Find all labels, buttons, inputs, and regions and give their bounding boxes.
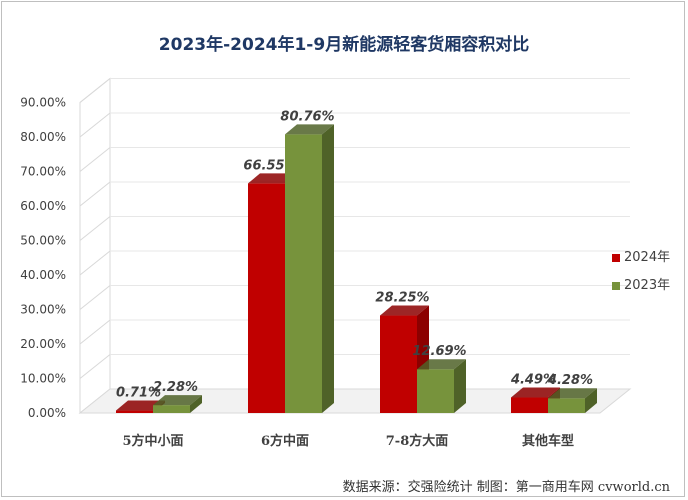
legend-label-2024: 2024年 [624,250,671,265]
data-label: 12.69% [412,344,466,359]
x-tick-label: 6方中面 [261,433,309,449]
legend-swatch-2023 [612,281,620,290]
gridline-diagonal [79,78,111,103]
bar-front [248,183,285,413]
data-label: 80.76% [280,109,334,124]
gridline-diagonal [79,147,111,172]
data-label: 4.49% [510,373,556,388]
bar-top [116,400,165,411]
bar-front [153,405,190,413]
legend-swatch-2024 [612,253,620,262]
data-label: 4.28% [547,373,593,388]
bar-side [454,359,466,413]
legend-label-2023: 2023年 [624,278,671,293]
y-tick-label: 40.00% [20,268,66,282]
y-tick-label: 0.00% [28,406,66,420]
bar-front [548,398,585,413]
side-wall [79,77,111,415]
gridline-diagonal [79,216,111,241]
x-tick-label: 7-8方大面 [386,433,449,449]
x-tick-label: 5方中小面 [122,433,183,449]
bar-top [248,173,297,184]
gridline-diagonal [79,354,111,379]
bar-front [511,397,548,413]
chart-title: 2023年-2024年1-9月新能源轻客货厢容积对比 [158,35,530,55]
y-tick-label: 50.00% [20,234,66,248]
bar-side [322,124,334,414]
gridline-diagonal [79,181,111,207]
bar-front [417,369,454,413]
bar-top [511,387,560,398]
x-tick-label: 其他车型 [522,433,574,449]
bar-front [116,410,153,413]
legend-item-2024: 2024年 [612,246,670,265]
bar-top [285,124,334,135]
data-label: 0.71% [116,386,161,401]
bar-side [585,388,597,413]
bar-front [380,315,417,413]
bar-top [380,305,429,316]
y-tick-label: 80.00% [20,130,66,144]
y-tick-label: 90.00% [20,96,66,110]
gridline-diagonal [79,319,111,345]
data-source-note: 数据来源：交强险统计 制图：第一商用车网 cvworld.cn [342,480,670,495]
data-label: 66.55% [243,158,297,173]
bar-front [285,134,322,414]
y-tick-label: 20.00% [20,337,66,351]
y-tick-label: 30.00% [20,303,66,317]
data-label: 28.25% [375,291,429,306]
data-label: 2.28% [153,380,198,395]
gridline-diagonal [79,285,111,310]
bar-top [153,395,202,406]
legend-item-2023: 2023年 [612,274,670,293]
bar-top [417,359,466,370]
bar-top [548,388,597,399]
gridline-diagonal [79,250,111,276]
gridline-diagonal [79,112,111,138]
bar-side [190,395,202,413]
y-tick-label: 10.00% [20,372,66,386]
y-tick-label: 70.00% [20,165,66,179]
y-tick-label: 60.00% [20,199,66,213]
